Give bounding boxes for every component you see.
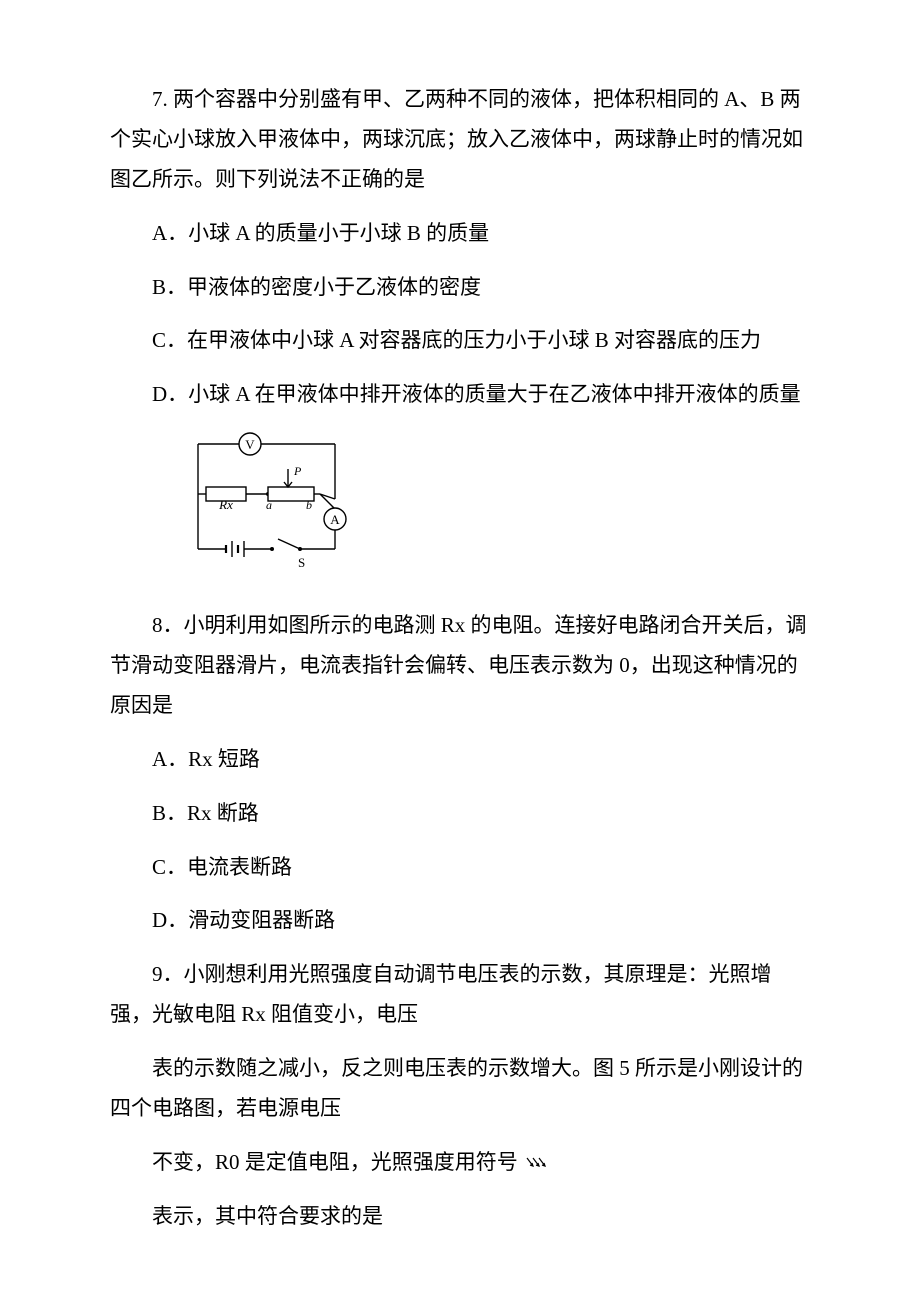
q8-option-c: C．电流表断路 bbox=[110, 848, 810, 888]
label-rx: Rx bbox=[218, 497, 233, 512]
q8-stem: 8．小明利用如图所示的电路测 Rx 的电阻。连接好电路闭合开关后，调节滑动变阻器… bbox=[110, 606, 810, 726]
q7-option-d: D．小球 A 在甲液体中排开液体的质量大于在乙液体中排开液体的质量 bbox=[110, 375, 810, 415]
label-amp: A bbox=[330, 512, 340, 527]
q7-stem: 7. 两个容器中分别盛有甲、乙两种不同的液体，把体积相同的 A、B 两个实心小球… bbox=[110, 80, 810, 200]
q9-p4: 表示，其中符合要求的是 bbox=[110, 1197, 810, 1237]
q7-option-a: A．小球 A 的质量小于小球 B 的质量 bbox=[110, 214, 810, 254]
q9-p3: 不变，R0 是定值电阻，光照强度用符号 bbox=[110, 1143, 810, 1183]
q7-option-b: B．甲液体的密度小于乙液体的密度 bbox=[110, 268, 810, 308]
label-v: V bbox=[245, 437, 255, 452]
q9-p3-pre: 不变，R0 是定值电阻，光照强度用符号 bbox=[152, 1150, 518, 1174]
circuit-svg: V Rx a P b A bbox=[180, 429, 370, 574]
q8-option-d: D．滑动变阻器断路 bbox=[110, 901, 810, 941]
label-s: S bbox=[298, 555, 305, 570]
q8-option-b: B．Rx 断路 bbox=[110, 794, 810, 834]
q7-option-c: C．在甲液体中小球 A 对容器底的压力小于小球 B 对容器底的压力 bbox=[110, 321, 810, 361]
q9-p1: 9．小刚想利用光照强度自动调节电压表的示数，其原理是：光照增强，光敏电阻 Rx … bbox=[110, 955, 810, 1035]
q8-circuit-diagram: V Rx a P b A bbox=[180, 429, 810, 588]
label-p: P bbox=[293, 464, 302, 478]
light-intensity-icon bbox=[523, 1156, 551, 1172]
q9-p2: 表的示数随之减小，反之则电压表的示数增大。图 5 所示是小刚设计的四个电路图，若… bbox=[110, 1049, 810, 1129]
label-b: b bbox=[306, 498, 312, 512]
q8-option-a: A．Rx 短路 bbox=[110, 740, 810, 780]
